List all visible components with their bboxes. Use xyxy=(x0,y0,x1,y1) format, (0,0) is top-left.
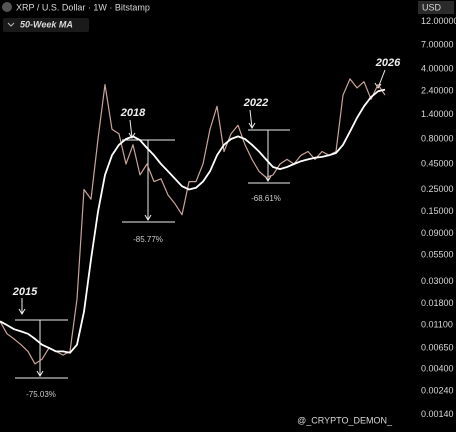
watermark: @_CRYPTO_DEMON_ xyxy=(297,415,393,425)
symbol-icon xyxy=(2,2,12,12)
y-tick-label: 0.45000 xyxy=(421,158,454,168)
y-tick-label: 7.00000 xyxy=(421,39,454,49)
y-tick-label: 2.40000 xyxy=(421,86,454,96)
annotation: -68.61% xyxy=(251,194,281,203)
y-tick-label: 0.09000 xyxy=(421,228,454,238)
currency-box xyxy=(418,1,454,14)
annotation: 2022 xyxy=(243,97,268,109)
y-tick-label: 0.01100 xyxy=(421,319,453,329)
y-tick-label: 12.00000 xyxy=(421,16,456,26)
y-tick-label: 0.00400 xyxy=(421,363,454,373)
annotation: -75.03% xyxy=(26,390,56,399)
y-tick-label: 0.80000 xyxy=(421,133,454,143)
annotation: 2018 xyxy=(120,107,146,119)
annotation: -85.77% xyxy=(133,235,163,244)
y-tick-label: 0.01800 xyxy=(421,298,454,308)
y-tick-label: 0.15000 xyxy=(421,206,454,216)
y-tick-label: 0.05500 xyxy=(421,250,454,260)
ma-line xyxy=(0,88,386,354)
legend-label: 50-Week MA xyxy=(20,19,73,29)
annotation: 2015 xyxy=(12,286,38,298)
legend-toggle[interactable] xyxy=(7,22,15,27)
y-tick-label: 0.00240 xyxy=(421,386,454,396)
y-tick-label: 0.03000 xyxy=(421,276,454,286)
y-tick-label: 0.25000 xyxy=(421,184,454,194)
y-tick-label: 1.40000 xyxy=(421,109,454,119)
legend-box xyxy=(3,18,89,32)
y-tick-label: 0.00650 xyxy=(421,342,454,352)
price-line xyxy=(0,78,386,365)
annotation: 2026 xyxy=(375,57,401,69)
y-tick-label: 4.00000 xyxy=(421,64,454,74)
chart-title: XRP / U.S. Dollar · 1W · Bitstamp xyxy=(16,2,150,12)
currency: USD xyxy=(422,2,442,12)
drawdown-brackets xyxy=(15,69,386,379)
y-tick-label: 0.00140 xyxy=(421,409,454,419)
